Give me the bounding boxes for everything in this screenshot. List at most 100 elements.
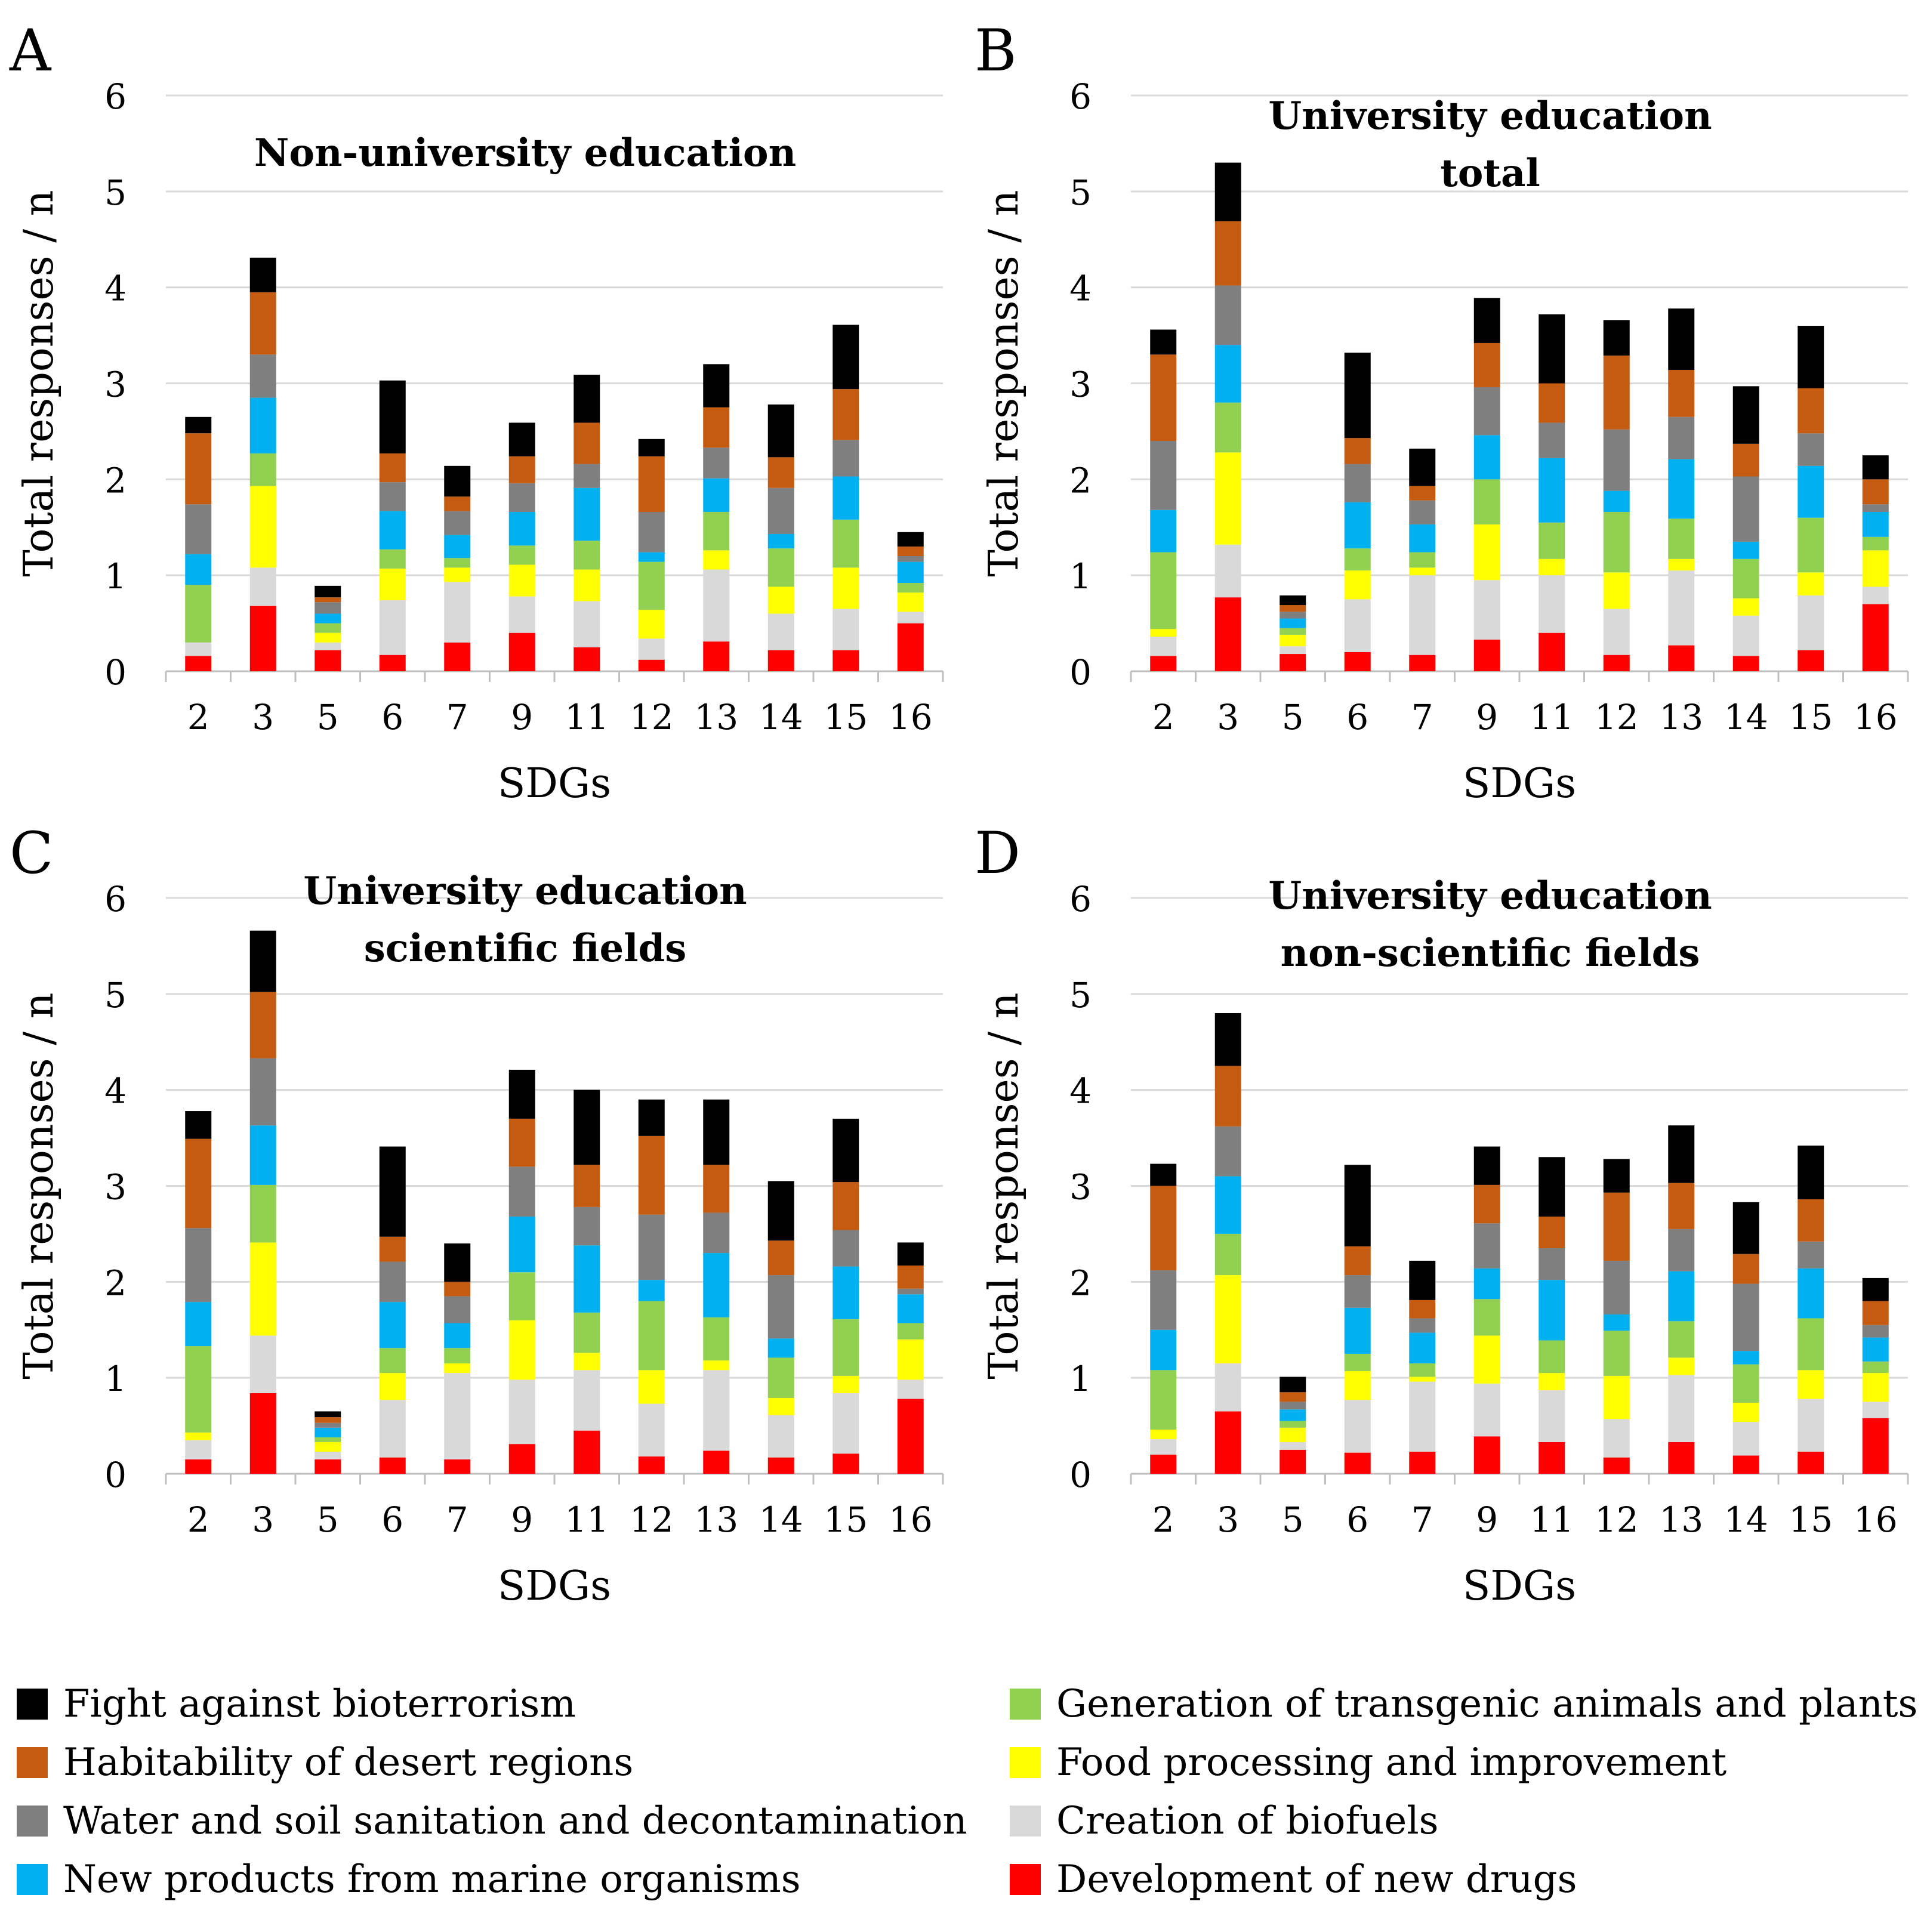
legend-label: New products from marine organisms — [63, 1857, 801, 1902]
bar-segment — [1409, 486, 1436, 501]
bar-segment — [1409, 1300, 1436, 1319]
bar-segment — [379, 1457, 406, 1474]
bar-segment — [1344, 464, 1371, 502]
bar-segment — [1732, 615, 1759, 656]
bar-segment — [703, 1099, 730, 1165]
bar-segment — [379, 511, 406, 550]
bar-segment — [1668, 558, 1695, 571]
x-tick-label: 16 — [889, 1499, 933, 1540]
bar-segment — [1409, 524, 1436, 553]
bar-segment — [1473, 479, 1500, 524]
bar-segment — [1732, 1283, 1759, 1351]
bar-segment — [185, 433, 212, 505]
bar-segment — [508, 632, 535, 671]
bar-segment — [1668, 570, 1695, 646]
x-axis-title: SDGs — [1463, 760, 1576, 807]
bar-segment — [1473, 524, 1500, 581]
bar-segment — [1344, 1353, 1371, 1371]
bar-segment — [1798, 1268, 1824, 1319]
bar-segment — [1862, 479, 1889, 505]
y-tick-label: 3 — [104, 1167, 127, 1208]
bar-segment — [1603, 1260, 1630, 1315]
bar-segment — [444, 567, 471, 582]
bar-segment — [833, 389, 859, 440]
bar-segment — [508, 1166, 535, 1217]
y-tick-label: 6 — [1069, 879, 1092, 919]
legend-swatch — [1010, 1864, 1041, 1895]
bar-segment — [1732, 1254, 1759, 1284]
x-tick-label: 13 — [694, 697, 738, 737]
bar-segment — [508, 1272, 535, 1320]
bar-segment — [1732, 656, 1759, 671]
bar-segment — [1150, 629, 1177, 637]
bar-segment — [249, 397, 276, 453]
bar-segment — [1280, 1442, 1306, 1450]
bar-segment — [379, 600, 406, 655]
bar-segment — [897, 1265, 924, 1289]
bar-segment — [444, 1348, 471, 1364]
bar-segment — [833, 1118, 859, 1183]
bar-segment — [1150, 510, 1177, 553]
bar-segment — [1539, 1216, 1565, 1249]
bar-segment — [1280, 612, 1306, 619]
bar-segment — [379, 380, 406, 453]
bar-segment — [703, 641, 730, 671]
bar-segment — [249, 1125, 276, 1185]
y-axis-title: Total responses / n — [981, 992, 1028, 1379]
bar-segment — [1150, 354, 1177, 441]
x-tick-label: 9 — [511, 1499, 533, 1540]
bar-segment — [315, 585, 341, 598]
bar-segment — [833, 1453, 859, 1474]
x-tick-label: 9 — [1476, 697, 1498, 737]
bar-segment — [1862, 1325, 1889, 1338]
bar-segment — [1539, 1157, 1565, 1217]
bar-segment — [1798, 326, 1824, 388]
legend-label: Food processing and improvement — [1056, 1740, 1727, 1785]
bar-segment — [379, 1146, 406, 1237]
x-tick-label: 14 — [759, 1499, 803, 1540]
bar-segment — [638, 1214, 665, 1280]
bar-segment — [1668, 416, 1695, 459]
legend-swatch — [17, 1747, 48, 1778]
bar-segment — [703, 512, 730, 551]
y-tick-label: 0 — [1069, 1455, 1092, 1495]
bar-segment — [897, 1379, 924, 1399]
bar-segment — [1214, 1363, 1241, 1412]
bar-segment — [1798, 1370, 1824, 1399]
x-tick-label: 12 — [1595, 697, 1639, 737]
bar-segment — [508, 1444, 535, 1474]
bar-segment — [638, 638, 665, 660]
bar-segment — [833, 519, 859, 568]
bar-segment — [508, 1320, 535, 1380]
bar-segment — [1150, 1370, 1177, 1430]
bar-segment — [249, 486, 276, 568]
bar-segment — [833, 1375, 859, 1393]
bar-segment — [703, 550, 730, 570]
bar-segment — [1603, 609, 1630, 655]
bar-segment — [638, 1301, 665, 1371]
bar-segment — [315, 1442, 341, 1452]
y-tick-label: 0 — [104, 1455, 127, 1495]
bar-segment — [1409, 500, 1436, 524]
x-tick-label: 5 — [1282, 1499, 1304, 1540]
bar-segment — [1344, 652, 1371, 671]
bar-segment — [379, 568, 406, 600]
bar-segment — [574, 1312, 600, 1353]
bar-segment — [703, 1165, 730, 1213]
bar-segment — [1344, 502, 1371, 549]
bar-segment — [379, 1373, 406, 1400]
chart-title: scientific fields — [364, 926, 687, 971]
bar-segment — [1732, 1351, 1759, 1365]
y-tick-label: 3 — [1069, 1167, 1092, 1208]
bar-segment — [1150, 1439, 1177, 1455]
bar-segment — [1214, 452, 1241, 545]
bar-segment — [1798, 1318, 1824, 1371]
x-tick-label: 15 — [824, 697, 868, 737]
bar-segment — [703, 1253, 730, 1317]
bar-segment — [638, 552, 665, 562]
legend-item: Development of new drugs — [1010, 1852, 1577, 1907]
bar-segment — [1473, 639, 1500, 671]
x-tick-label: 3 — [252, 1499, 274, 1540]
bar-segment — [574, 541, 600, 570]
bar-segment — [574, 1430, 600, 1474]
